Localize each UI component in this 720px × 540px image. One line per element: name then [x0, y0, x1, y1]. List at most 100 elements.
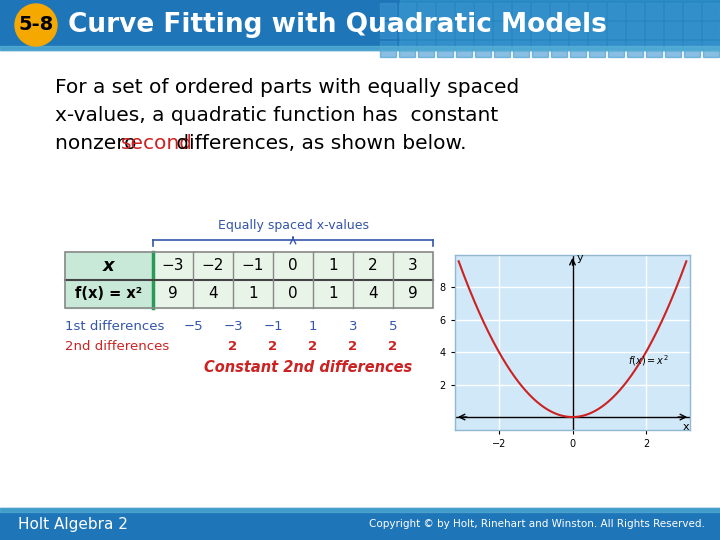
Bar	[589, 41, 605, 57]
Bar	[513, 3, 529, 19]
Text: second: second	[121, 134, 193, 153]
Bar	[646, 22, 662, 38]
Text: x-values, a quadratic function has  constant: x-values, a quadratic function has const…	[55, 106, 498, 125]
Text: 2: 2	[388, 340, 397, 353]
Bar	[65, 252, 153, 308]
Bar	[65, 252, 433, 308]
Text: 9: 9	[408, 287, 418, 301]
Bar	[475, 22, 491, 38]
Text: 1: 1	[248, 287, 258, 301]
Bar	[684, 3, 700, 19]
Bar	[456, 22, 472, 38]
Bar	[646, 41, 662, 57]
Text: 2: 2	[269, 340, 278, 353]
Bar	[589, 22, 605, 38]
Bar	[665, 3, 681, 19]
Text: 0: 0	[288, 259, 298, 273]
Bar	[532, 3, 548, 19]
Text: 3: 3	[408, 259, 418, 273]
Text: 2: 2	[348, 340, 358, 353]
Text: 0: 0	[288, 287, 298, 301]
Text: y: y	[577, 253, 583, 263]
Bar	[0, 0, 720, 50]
Text: differences, as shown below.: differences, as shown below.	[170, 134, 467, 153]
Bar	[399, 3, 415, 19]
Bar	[513, 22, 529, 38]
Bar	[551, 3, 567, 19]
Text: −2: −2	[202, 259, 224, 273]
Text: 1st differences: 1st differences	[65, 320, 164, 333]
Text: f(x) = x²: f(x) = x²	[76, 287, 143, 301]
Bar	[551, 22, 567, 38]
Text: 5: 5	[389, 320, 397, 333]
Text: nonzero: nonzero	[55, 134, 143, 153]
Bar	[665, 41, 681, 57]
Text: 1: 1	[309, 320, 318, 333]
Bar	[532, 41, 548, 57]
Bar	[437, 22, 453, 38]
Bar	[627, 3, 643, 19]
Text: 2: 2	[368, 259, 378, 273]
Bar	[570, 22, 586, 38]
Bar	[608, 22, 624, 38]
Bar	[437, 3, 453, 19]
Text: For a set of ordered parts with equally spaced: For a set of ordered parts with equally …	[55, 78, 519, 97]
Text: 2: 2	[228, 340, 238, 353]
Text: Copyright © by Holt, Rinehart and Winston. All Rights Reserved.: Copyright © by Holt, Rinehart and Winsto…	[369, 519, 705, 529]
Text: 4: 4	[208, 287, 218, 301]
Bar	[418, 41, 434, 57]
Bar	[400, 0, 720, 50]
Bar	[513, 41, 529, 57]
Bar	[475, 41, 491, 57]
Text: 1: 1	[328, 259, 338, 273]
Text: 2nd differences: 2nd differences	[65, 340, 169, 353]
Bar	[380, 41, 396, 57]
Text: −1: −1	[242, 259, 264, 273]
Text: Constant 2nd differences: Constant 2nd differences	[204, 361, 412, 375]
Bar	[494, 3, 510, 19]
Bar	[0, 508, 720, 512]
Bar	[532, 22, 548, 38]
Bar	[456, 41, 472, 57]
Bar	[0, 508, 720, 540]
Text: 1: 1	[328, 287, 338, 301]
Bar	[684, 41, 700, 57]
Bar	[418, 3, 434, 19]
Text: x: x	[103, 257, 114, 275]
Text: Holt Algebra 2: Holt Algebra 2	[18, 516, 128, 531]
Text: 9: 9	[168, 287, 178, 301]
Text: Curve Fitting with Quadratic Models: Curve Fitting with Quadratic Models	[68, 12, 607, 38]
Text: $f(x) = x^2$: $f(x) = x^2$	[628, 353, 668, 368]
Text: −1: −1	[264, 320, 283, 333]
Bar	[494, 41, 510, 57]
Text: 3: 3	[348, 320, 357, 333]
Bar	[570, 41, 586, 57]
Text: −3: −3	[223, 320, 243, 333]
Text: 4: 4	[368, 287, 378, 301]
Bar	[65, 252, 433, 308]
Bar	[456, 3, 472, 19]
Bar	[380, 3, 396, 19]
Bar	[608, 3, 624, 19]
Text: Equally spaced x-values: Equally spaced x-values	[217, 219, 369, 232]
Bar	[418, 22, 434, 38]
Bar	[551, 41, 567, 57]
Bar	[665, 22, 681, 38]
Text: −5: −5	[183, 320, 203, 333]
Bar	[589, 3, 605, 19]
Circle shape	[15, 4, 57, 46]
Bar	[399, 22, 415, 38]
Bar	[627, 22, 643, 38]
Bar	[608, 41, 624, 57]
Bar	[475, 3, 491, 19]
Text: x: x	[683, 422, 690, 432]
Bar	[437, 41, 453, 57]
Bar	[684, 22, 700, 38]
Bar	[703, 41, 719, 57]
Bar	[627, 41, 643, 57]
Text: 5-8: 5-8	[19, 16, 53, 35]
Bar	[646, 3, 662, 19]
Bar	[703, 22, 719, 38]
Bar	[0, 46, 720, 50]
Bar	[703, 3, 719, 19]
